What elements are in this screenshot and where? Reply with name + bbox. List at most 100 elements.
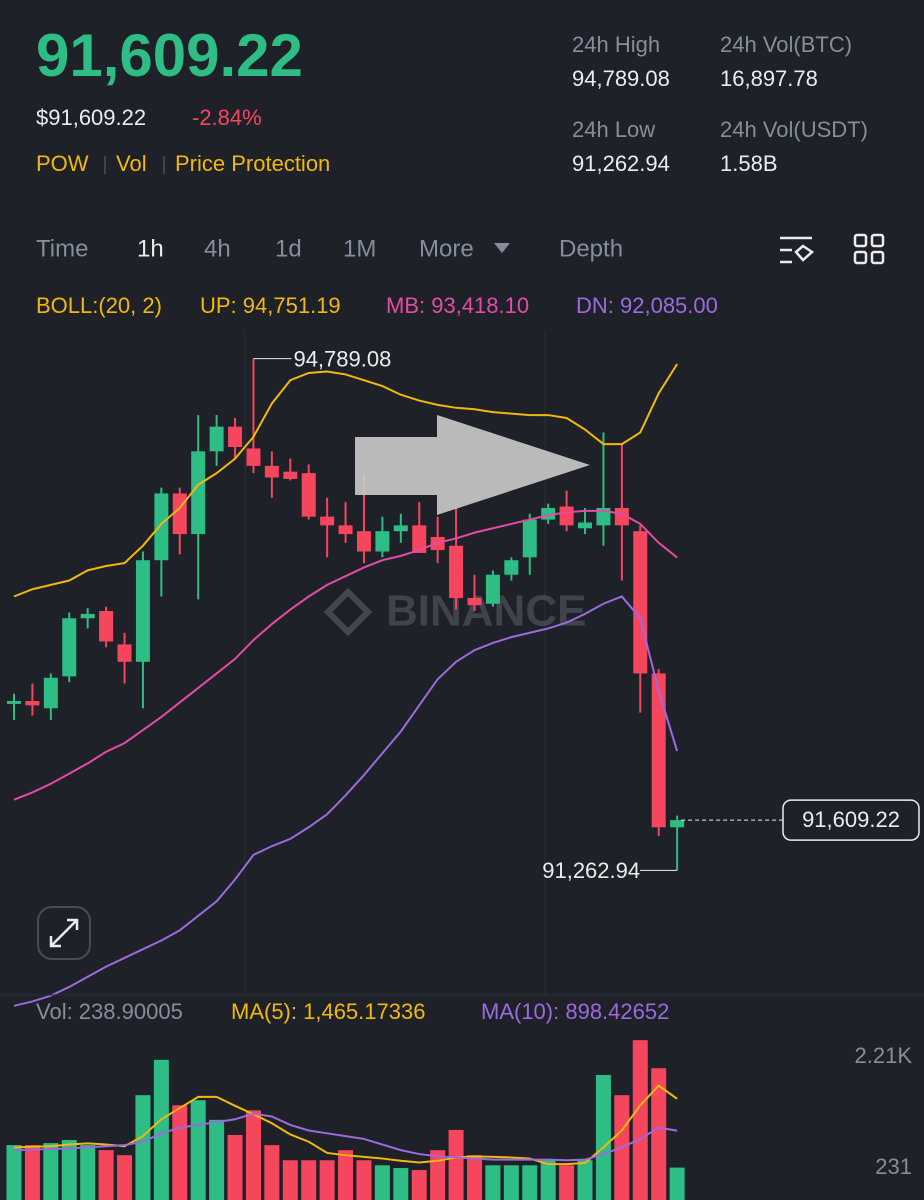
last-price-label: 91,609.22 [802,807,900,832]
volume-bar [411,1170,427,1200]
stat-label: 24h High [572,32,660,57]
volume-bar [172,1105,188,1200]
volume-bar [43,1143,59,1200]
candle-body [62,618,77,677]
candle-body [43,677,58,709]
tag[interactable]: Vol [116,151,147,176]
layout-icon[interactable] [853,233,885,265]
candle-body [375,531,390,552]
volume-bar [98,1150,114,1200]
dropdown-icon [494,243,510,253]
volume-bar [338,1150,354,1200]
stat-value: 94,789.08 [572,66,670,91]
candle-body [117,644,132,662]
volume-bar [319,1160,335,1200]
volume-bar [227,1134,243,1200]
candle-body [559,506,574,526]
candle-body [246,448,261,466]
candle-body [541,507,556,520]
candle-body [338,525,353,535]
tag[interactable]: Price Protection [175,151,330,176]
expand-icon [49,918,79,948]
volume-bar [448,1129,464,1200]
volume-bar [393,1168,409,1200]
candle-body [633,531,648,674]
volume-bar [117,1155,133,1200]
plot [7,358,685,1007]
volume-bar [282,1160,298,1200]
volume-bar [467,1155,482,1200]
ma10-line [13,1112,678,1162]
ma5-label: MA(5): 1,465.17336 [231,999,425,1024]
candle-body [172,493,187,535]
candle-body [467,597,482,606]
volume-bar [24,1145,40,1200]
volume-bar [632,1040,648,1200]
volume-bar [540,1160,556,1200]
arrow [355,415,590,515]
volume-bar [559,1165,575,1200]
price-usd: $91,609.22 [36,105,146,130]
candle-body [80,613,95,619]
candle-body [485,574,500,604]
volume-chart: 231 2.21K [6,1040,912,1200]
volume-bar [209,1119,225,1200]
ma10-label: MA(10): 898.42652 [481,999,669,1024]
tab[interactable]: Time [36,235,88,262]
candle-body [7,701,21,704]
stat-value: 91,262.94 [572,151,670,176]
volume-bar [135,1095,151,1200]
candle-body [522,519,537,558]
volume-bar [301,1160,317,1200]
tab[interactable]: 4h [204,235,231,262]
candle-body [578,522,593,529]
stat-value: 16,897.78 [720,66,818,91]
boll-label: BOLL:(20, 2) [36,293,162,318]
boll-up: UP: 94,751.19 [200,293,341,318]
candle-body [393,525,408,532]
candle-body [99,611,114,642]
candle-body [670,820,685,828]
volume-bar [430,1150,446,1200]
last-price-box [782,799,920,841]
candle-body [412,525,427,553]
tag[interactable]: POW [36,151,89,176]
candle-body [135,560,150,662]
volume-bar [264,1145,280,1200]
volume-bar [61,1140,77,1200]
candle-body [301,473,316,517]
volume-bar [669,1167,685,1200]
boll-line [13,363,678,598]
boll-line [13,595,679,1007]
settings-icon[interactable] [780,236,815,264]
candle-body [228,426,243,447]
volume-bar [356,1160,372,1200]
candle-body [504,560,519,575]
tab[interactable]: 1d [275,235,302,262]
volume-bar [245,1110,261,1200]
boll-line [13,509,678,801]
tab[interactable]: Depth [559,235,623,262]
volume-bar [485,1165,501,1200]
volume-bar [651,1068,667,1200]
volume-bar [595,1074,611,1200]
tab[interactable]: More [419,235,474,262]
candle-body [154,493,169,561]
candle-body [264,465,279,478]
tab[interactable]: 1h [137,235,164,262]
volume-bar [503,1165,519,1200]
stat-value: 1.58B [720,151,778,176]
watermark-logo [323,587,373,637]
candle-body [283,471,298,479]
vol-label: Vol: 238.90005 [36,999,183,1024]
change: -2.84% [192,105,262,130]
volume-bar [6,1145,22,1200]
tab[interactable]: 1M [343,235,376,262]
stat-label: 24h Vol(BTC) [720,32,852,57]
candle-body [356,531,371,552]
candle-body [191,451,206,535]
expand-button[interactable] [37,906,91,960]
